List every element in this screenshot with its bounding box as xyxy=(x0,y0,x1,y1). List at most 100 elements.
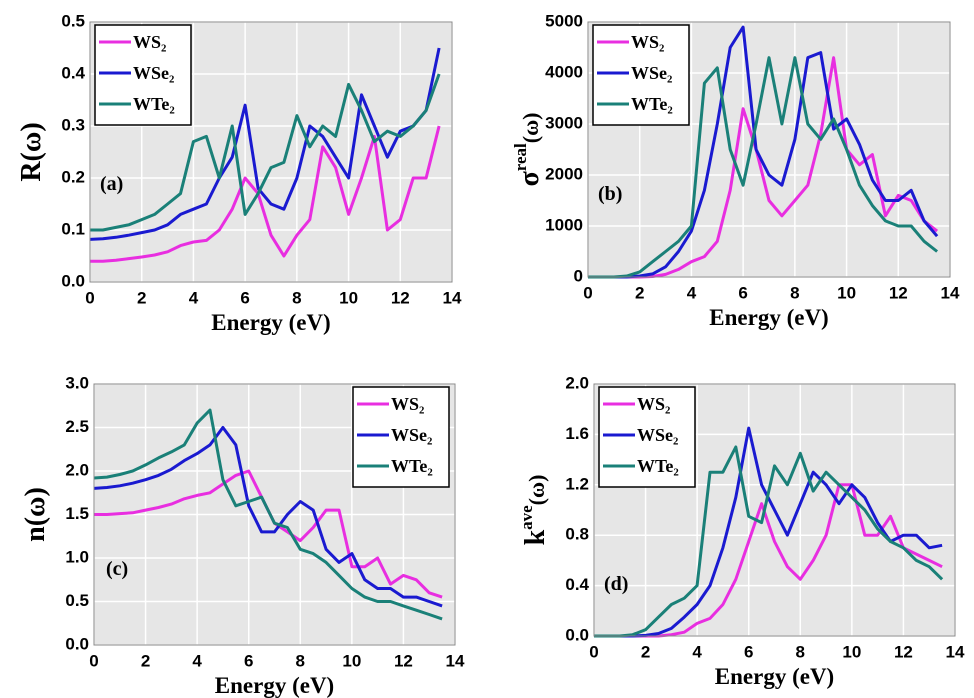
x-tick-label: 8 xyxy=(790,283,799,302)
x-tick-label: 14 xyxy=(946,642,965,661)
x-tick-label: 2 xyxy=(141,651,150,670)
x-axis-label: Energy (eV) xyxy=(709,305,828,330)
series-line xyxy=(93,408,443,621)
y-tick-label: 0.0 xyxy=(565,625,589,644)
legend-label: WSe₂ xyxy=(133,63,174,83)
legend-label: WTe₂ xyxy=(637,456,679,476)
series-line xyxy=(594,445,944,638)
x-tick-label: 12 xyxy=(394,651,413,670)
panel-label: (d) xyxy=(604,573,628,595)
x-tick-label: 10 xyxy=(342,651,361,670)
y-tick-label: 0 xyxy=(574,266,583,285)
x-tick-label: 10 xyxy=(339,288,358,307)
panel: 0.0 0.4 0.8 1.2 1.6 2.0 0 2 4 6 8 10 12 14 Energy (eV)… xyxy=(517,373,965,689)
x-tick-label: 0 xyxy=(589,642,598,661)
x-tick-label: 8 xyxy=(296,651,305,670)
x-tick-label: 10 xyxy=(842,642,861,661)
x-tick-label: 14 xyxy=(446,651,465,670)
y-tick-label: 3000 xyxy=(545,113,583,132)
x-tick-label: 0 xyxy=(85,288,94,307)
y-tick-label: 0.1 xyxy=(61,219,85,238)
plot-frame xyxy=(89,21,453,283)
x-tick-label: 2 xyxy=(641,642,650,661)
legend: WS₂ WSe₂ WTe₂ xyxy=(352,386,450,488)
panel: 0.0 0.5 1.0 1.5 2.0 2.5 3.0 0 2 4 6 8 10 12 14 Energy (… xyxy=(20,373,465,698)
x-tick-label: 14 xyxy=(443,288,462,307)
y-tick-label: 5000 xyxy=(545,11,583,30)
legend: WS₂ WSe₂ WTe₂ xyxy=(598,386,696,488)
series-line xyxy=(588,25,939,279)
x-tick-label: 6 xyxy=(240,288,249,307)
y-axis-label: σreal(ω) xyxy=(511,113,545,187)
x-tick-label: 6 xyxy=(244,651,253,670)
y-tick-label: 4000 xyxy=(545,62,583,81)
x-tick-label: 0 xyxy=(89,651,98,670)
x-tick-label: 14 xyxy=(941,283,960,302)
x-tick-label: 4 xyxy=(687,283,697,302)
y-tick-label: 1.2 xyxy=(565,474,589,493)
y-axis-label-main: R(ω) xyxy=(16,122,47,181)
y-tick-label: 1.5 xyxy=(65,504,89,523)
x-tick-label: 12 xyxy=(889,283,908,302)
x-tick-label: 8 xyxy=(292,288,301,307)
x-tick-label: 4 xyxy=(692,642,702,661)
y-tick-label: 0.2 xyxy=(61,167,85,186)
x-tick-label: 6 xyxy=(738,283,747,302)
y-axis-label-main: k xyxy=(520,529,551,545)
y-axis-label: n(ω) xyxy=(20,487,51,542)
legend-label: WSe₂ xyxy=(637,425,678,445)
y-axis-label-main: n(ω) xyxy=(20,487,51,542)
y-tick-label: 0.8 xyxy=(565,525,589,544)
x-axis-label: Energy (eV) xyxy=(715,664,834,689)
y-tick-label: 2.5 xyxy=(65,417,89,436)
series-line xyxy=(90,125,441,263)
y-tick-label: 0.4 xyxy=(565,575,589,594)
y-tick-label: 2.0 xyxy=(565,373,589,392)
x-tick-label: 12 xyxy=(391,288,410,307)
x-tick-label: 2 xyxy=(137,288,146,307)
legend-label: WS₂ xyxy=(637,394,670,414)
x-tick-label: 4 xyxy=(192,651,202,670)
legend: WS₂ WSe₂ WTe₂ xyxy=(592,24,690,126)
x-tick-label: 0 xyxy=(583,283,592,302)
panel-label: (c) xyxy=(106,558,128,580)
legend: WS₂ WSe₂ WTe₂ xyxy=(94,24,192,126)
legend-label: WS₂ xyxy=(133,32,166,52)
y-axis-label: R(ω) xyxy=(16,122,47,181)
x-axis-label: Energy (eV) xyxy=(215,673,334,698)
plot-frame xyxy=(93,383,456,646)
legend-label: WTe₂ xyxy=(391,456,433,476)
legend-label: WSe₂ xyxy=(391,425,432,445)
x-tick-label: 6 xyxy=(744,642,753,661)
y-tick-label: 2000 xyxy=(545,164,583,183)
x-axis-label: Energy (eV) xyxy=(211,310,330,335)
x-tick-label: 12 xyxy=(894,642,913,661)
series-line xyxy=(93,426,443,608)
plot-frame xyxy=(593,383,956,637)
y-tick-label: 1000 xyxy=(545,215,583,234)
y-tick-label: 3.0 xyxy=(65,373,89,392)
x-tick-label: 10 xyxy=(837,283,856,302)
legend-label: WS₂ xyxy=(391,394,424,414)
y-tick-label: 0.4 xyxy=(61,63,85,82)
panel-label: (b) xyxy=(598,183,622,205)
y-axis-label-main: σ xyxy=(514,170,545,186)
y-tick-label: 1.6 xyxy=(565,424,589,443)
x-tick-label: 4 xyxy=(189,288,199,307)
y-tick-label: 0.5 xyxy=(65,591,89,610)
legend-label: WTe₂ xyxy=(631,94,673,114)
y-axis-label-sup: real xyxy=(511,143,530,171)
y-axis-label: kave(ω) xyxy=(517,475,551,546)
y-tick-label: 0.0 xyxy=(61,271,85,290)
y-tick-label: 0.0 xyxy=(65,634,89,653)
y-axis-label-tail: (ω) xyxy=(518,113,543,144)
series-line xyxy=(90,73,441,232)
x-tick-label: 2 xyxy=(635,283,644,302)
series-line xyxy=(89,47,441,241)
panel: 0.0 0.1 0.2 0.3 0.4 0.5 0 2 4 6 8 10 12 14 Energy (eV)… xyxy=(16,11,462,335)
y-axis-label-tail: (ω) xyxy=(524,475,549,506)
y-tick-label: 0.3 xyxy=(61,115,85,134)
x-tick-label: 8 xyxy=(796,642,805,661)
plot-frame xyxy=(587,21,951,278)
